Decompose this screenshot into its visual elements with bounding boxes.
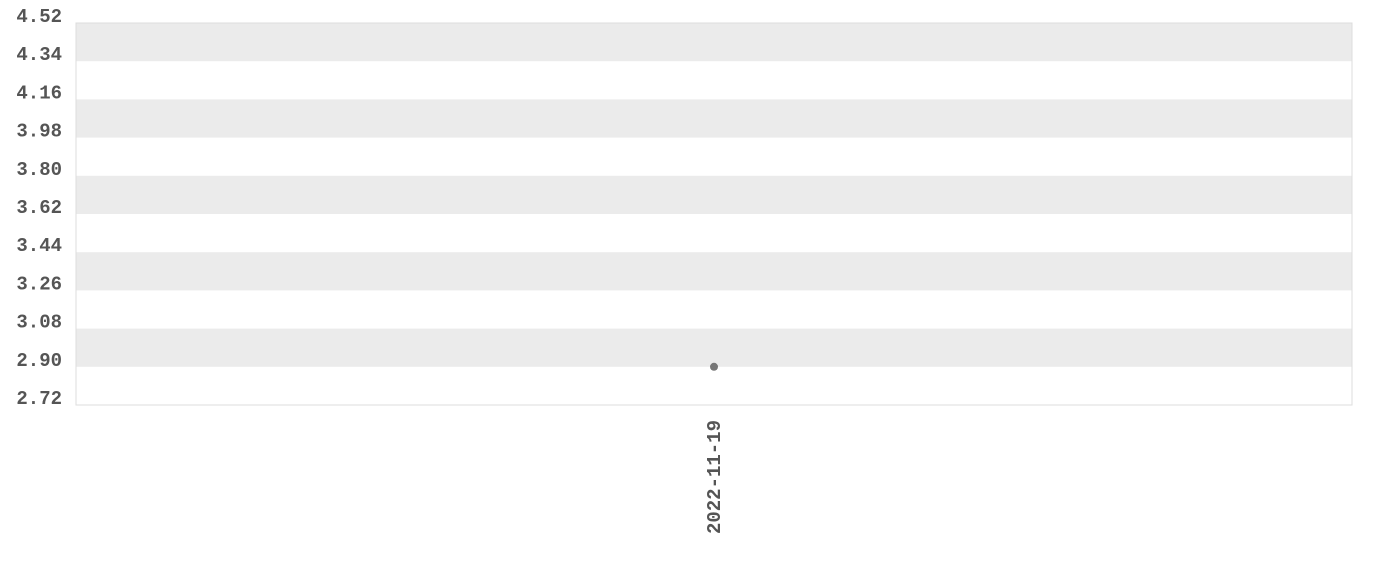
x-axis: 2022-11-19 xyxy=(704,420,726,534)
grid-band xyxy=(76,175,1352,214)
x-tick-label: 2022-11-19 xyxy=(704,420,726,534)
y-tick-label: 3.08 xyxy=(16,312,62,334)
data-points xyxy=(710,362,718,371)
y-tick-label: 3.62 xyxy=(16,197,62,219)
y-tick-label: 2.72 xyxy=(16,388,62,410)
y-tick-label: 3.98 xyxy=(16,121,62,143)
y-tick-label: 3.26 xyxy=(16,273,62,295)
y-tick-label: 4.16 xyxy=(16,82,62,104)
data-point xyxy=(710,362,718,371)
grid-band xyxy=(76,328,1352,367)
y-axis: 4.52 4.34 4.16 3.98 3.80 3.62 3.44 3.26 3.08 2.90… xyxy=(16,6,62,410)
y-tick-label: 3.44 xyxy=(16,235,62,257)
grid-band xyxy=(76,23,1352,62)
y-tick-label: 4.52 xyxy=(16,6,62,28)
y-tick-label: 2.90 xyxy=(16,350,62,372)
grid-band xyxy=(76,252,1352,291)
grid-bands xyxy=(76,23,1352,367)
plot-border xyxy=(75,22,1353,406)
y-tick-label: 4.34 xyxy=(16,44,62,66)
y-tick-label: 3.80 xyxy=(16,159,62,181)
grid-band xyxy=(76,99,1352,138)
